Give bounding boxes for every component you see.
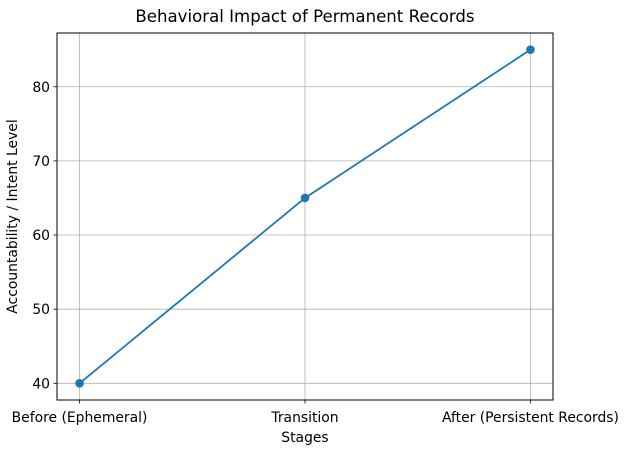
x-tick-label: Before (Ephemeral): [12, 410, 148, 426]
y-tick-label: 70: [32, 154, 50, 170]
chart-title: Behavioral Impact of Permanent Records: [135, 7, 474, 26]
axis-layer: Before (Ephemeral) Transition After (Persi…: [12, 32, 619, 426]
x-tick-label: After (Persistent Records): [442, 410, 619, 426]
data-point: [526, 45, 535, 54]
y-tick-label: 80: [32, 80, 50, 96]
data-point: [300, 193, 310, 203]
x-tick-label: Transition: [270, 410, 338, 426]
y-axis-label: Accountability / Intent Level: [5, 119, 21, 313]
y-tick-label: 50: [32, 302, 50, 318]
data-layer: [75, 45, 535, 388]
grid-layer: [57, 33, 553, 400]
y-tick-label: 60: [32, 228, 50, 244]
x-axis-label: Stages: [281, 430, 328, 446]
data-point: [75, 379, 84, 388]
y-tick-label: 40: [32, 376, 50, 392]
